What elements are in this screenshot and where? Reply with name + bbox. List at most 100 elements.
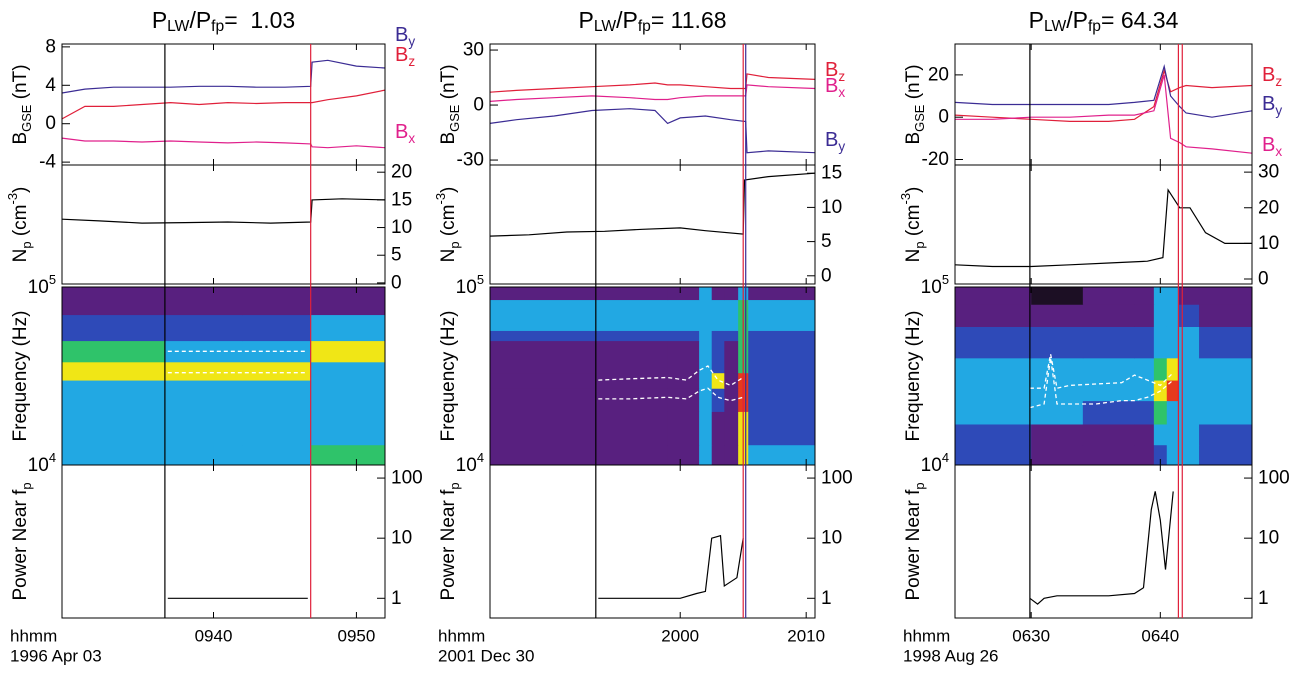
text-part: p <box>447 482 462 489</box>
heat-cell <box>242 380 312 412</box>
heat-cell <box>1166 380 1179 402</box>
legend-label: Bx <box>825 75 845 100</box>
y-tick-label: 10 <box>391 528 412 549</box>
heat-cell <box>1166 287 1179 305</box>
heat-cell <box>748 287 816 301</box>
heat-cell <box>1199 287 1253 305</box>
y-tick-label: 10 <box>1258 233 1279 254</box>
heat-cell <box>595 372 669 389</box>
heat-cell <box>711 372 725 389</box>
series-line <box>1029 357 1174 409</box>
legend-label: By <box>825 129 845 154</box>
text-part: B <box>395 44 408 66</box>
heat-cell <box>748 388 816 412</box>
y-axis-label: Np (cm-3) <box>898 187 927 263</box>
heat-cell <box>955 304 1032 327</box>
y-tick-label: -30 <box>457 150 484 171</box>
text-part: -3 <box>433 193 448 204</box>
heat-cell <box>711 287 725 301</box>
heat-cell <box>1199 326 1253 359</box>
heat-cell <box>1031 326 1084 359</box>
y-tick-label: 1 <box>1258 588 1269 609</box>
text-part: B <box>10 132 31 145</box>
heat-cell <box>595 411 669 446</box>
heat-cell <box>1178 380 1200 402</box>
heat-cell <box>490 299 597 331</box>
text-part: x <box>1275 144 1282 159</box>
heat-cell <box>711 330 725 342</box>
heat-cell <box>1199 400 1253 425</box>
text-part: P <box>1029 7 1044 33</box>
x-tick-label: 0940 <box>195 627 233 646</box>
heat-cell <box>1199 380 1253 402</box>
heat-cell <box>1153 326 1168 359</box>
y-tick-label: 4 <box>45 75 56 96</box>
text-part: y <box>838 139 845 154</box>
series-line <box>954 68 1253 122</box>
text-part: B <box>1262 134 1275 156</box>
heat-cell <box>748 444 816 466</box>
heat-cell <box>164 361 243 381</box>
legend-label: By <box>395 24 415 49</box>
heat-cell <box>1082 380 1135 402</box>
heat-cell <box>1031 444 1084 466</box>
series-line <box>61 59 386 94</box>
text-part: LW <box>594 18 617 35</box>
text-part: P <box>152 7 167 33</box>
heat-cell <box>711 388 725 412</box>
heat-cell <box>1178 423 1200 446</box>
chart-title: PLW/Pfp= 1.03 <box>152 7 295 35</box>
series-line <box>598 534 744 599</box>
y-tick-label: -20 <box>922 149 949 170</box>
heat-cell <box>62 411 166 446</box>
heat-cell <box>955 326 1032 359</box>
text-part: (cm <box>10 204 31 241</box>
panel-frame <box>61 464 386 619</box>
heat-cell <box>490 330 597 342</box>
y-tick-label: 10 <box>391 217 412 238</box>
heat-cell <box>1153 304 1168 327</box>
text-part: (nT) <box>438 64 459 104</box>
y-tick-label: 105 <box>28 272 56 298</box>
y-tick-label: 104 <box>921 450 949 476</box>
x-axis-label: hhmm <box>10 627 57 646</box>
y-axis-label: Frequency (Hz) <box>903 311 924 442</box>
heat-cell <box>1082 287 1135 305</box>
y-tick-label: 105 <box>456 272 484 298</box>
heat-cell <box>164 287 243 301</box>
text-part: Frequency (Hz) <box>903 311 924 442</box>
panel-frame <box>489 43 816 166</box>
text-part: 4 <box>942 450 949 465</box>
text-part: Frequency (Hz) <box>438 311 459 442</box>
y-tick-label: 0 <box>1258 269 1269 290</box>
heat-cell <box>310 361 386 381</box>
heat-cell <box>310 411 386 446</box>
text-part: z <box>838 69 845 84</box>
y-tick-label: 0 <box>821 265 832 286</box>
heat-cell <box>62 380 166 412</box>
series-line <box>598 365 744 387</box>
heat-cell <box>1082 423 1135 446</box>
text-part: /P <box>1066 7 1088 33</box>
heat-cell <box>490 372 597 389</box>
text-part: LW <box>167 18 190 35</box>
heat-cell <box>1082 400 1135 425</box>
chart-title: PLW/Pfp= 11.68 <box>578 7 726 35</box>
series-line <box>598 387 744 402</box>
text-part: (cm <box>438 204 459 241</box>
heat-cell <box>1031 380 1084 402</box>
heat-cell <box>490 388 597 412</box>
heat-cell <box>242 299 312 316</box>
text-part: B <box>1262 93 1275 115</box>
x-tick-label: 2000 <box>661 627 699 646</box>
series-line <box>489 84 816 102</box>
text-part: ) <box>438 187 459 193</box>
text-part: Power Near f <box>438 489 459 601</box>
text-part: y <box>408 34 415 49</box>
text-part: 10 <box>28 277 49 298</box>
text-part: = 64.34 <box>1101 7 1179 33</box>
text-part: 4 <box>477 450 484 465</box>
heat-cell <box>164 444 243 466</box>
y-axis-label: Power Near fp <box>903 482 927 600</box>
